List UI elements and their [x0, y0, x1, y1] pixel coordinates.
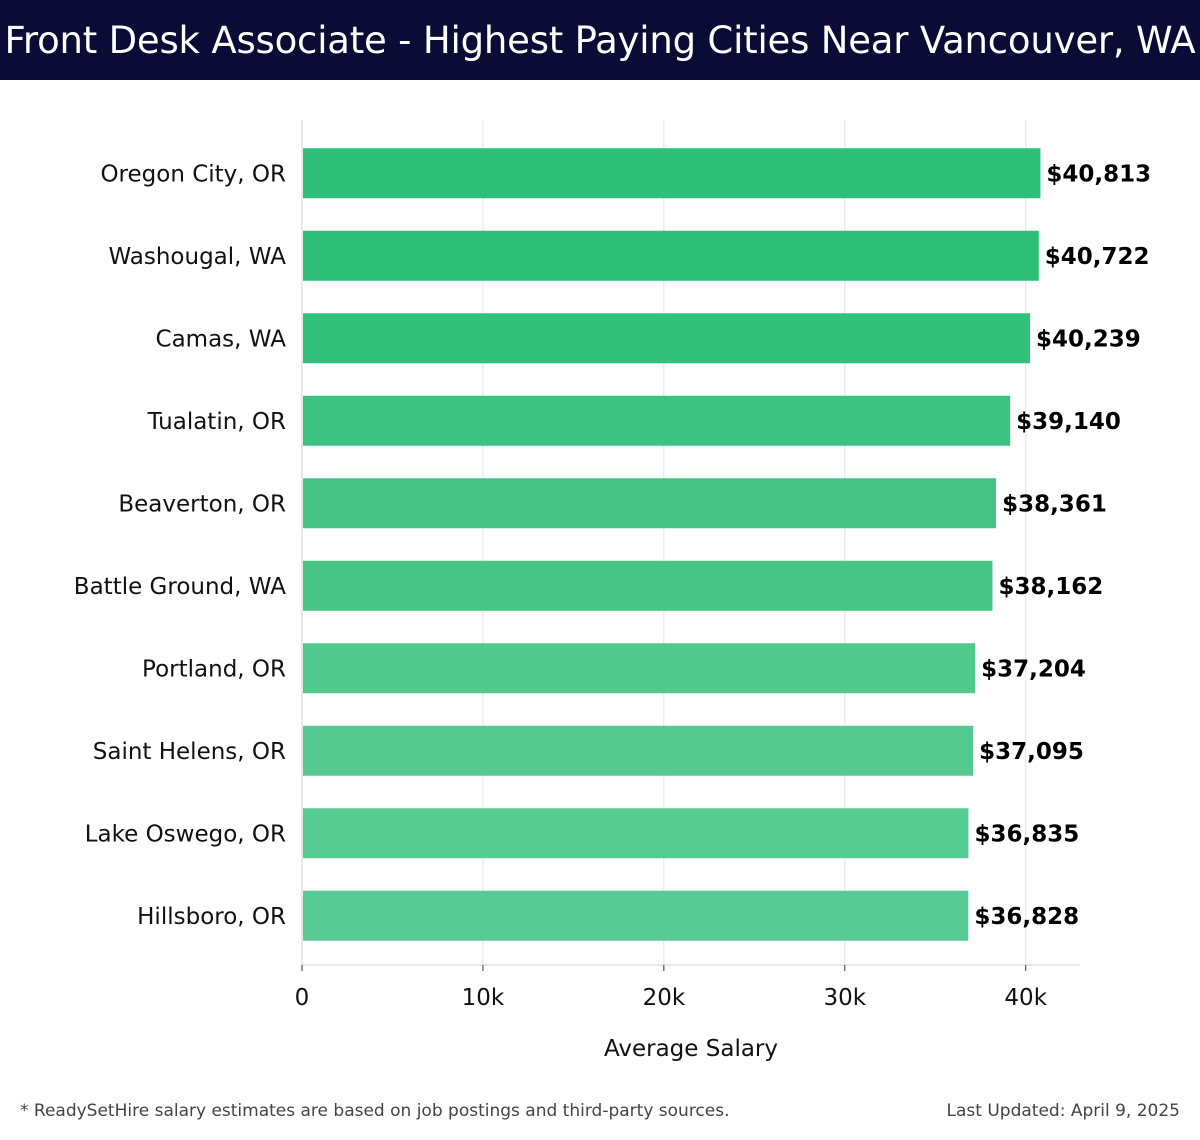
- category-label: Tualatin, OR: [147, 409, 286, 435]
- bar: [303, 890, 969, 941]
- value-label: $40,239: [1036, 326, 1141, 352]
- category-label: Lake Oswego, OR: [85, 821, 286, 847]
- category-label: Camas, WA: [156, 326, 287, 352]
- value-label: $38,162: [998, 574, 1103, 600]
- value-label: $36,828: [974, 904, 1079, 930]
- category-label: Portland, OR: [142, 656, 286, 682]
- bar: [303, 560, 993, 611]
- value-label: $37,204: [981, 656, 1086, 682]
- value-label: $38,361: [1002, 491, 1107, 517]
- bar: [303, 313, 1031, 364]
- x-tick-label: 40k: [1004, 985, 1047, 1011]
- x-tick-label: 20k: [643, 985, 686, 1011]
- category-label: Battle Ground, WA: [74, 574, 286, 600]
- salary-bar-chart: Oregon City, OR $40,813 Washougal, WA $40,7…: [74, 120, 1151, 1062]
- value-label: $40,722: [1045, 244, 1150, 270]
- value-label: $37,095: [979, 739, 1084, 765]
- category-label: Oregon City, OR: [100, 161, 286, 187]
- category-label: Washougal, WA: [109, 244, 287, 270]
- value-label: $36,835: [974, 821, 1079, 847]
- x-axis-title: Average Salary: [604, 1036, 778, 1062]
- bar: [303, 148, 1041, 199]
- page-title: Front Desk Associate - Highest Paying Ci…: [4, 18, 1196, 62]
- x-tick-label: 10k: [462, 985, 505, 1011]
- bar: [303, 478, 997, 529]
- last-updated: Last Updated: April 9, 2025: [946, 1101, 1180, 1121]
- x-tick-label: 30k: [823, 985, 866, 1011]
- value-label: $39,140: [1016, 409, 1121, 435]
- bar: [303, 808, 969, 859]
- header-bar: Front Desk Associate - Highest Paying Ci…: [0, 0, 1200, 80]
- bar: [303, 643, 976, 694]
- x-tick-label: 0: [295, 985, 310, 1011]
- category-label: Hillsboro, OR: [137, 904, 286, 930]
- category-label: Saint Helens, OR: [93, 739, 286, 765]
- category-label: Beaverton, OR: [118, 491, 286, 517]
- value-label: $40,813: [1046, 161, 1151, 187]
- bar: [303, 395, 1011, 446]
- footer-note: * ReadySetHire salary estimates are base…: [20, 1101, 730, 1121]
- bar: [303, 725, 974, 776]
- bar: [303, 230, 1039, 281]
